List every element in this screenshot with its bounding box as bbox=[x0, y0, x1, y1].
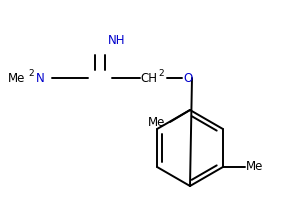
Text: CH: CH bbox=[140, 71, 157, 84]
Text: 2: 2 bbox=[28, 69, 34, 78]
Text: Me: Me bbox=[246, 161, 263, 173]
Text: O: O bbox=[183, 71, 192, 84]
Text: Me: Me bbox=[148, 116, 165, 129]
Text: N: N bbox=[36, 71, 45, 84]
Text: NH: NH bbox=[108, 33, 125, 46]
Text: Me: Me bbox=[8, 71, 25, 84]
Text: 2: 2 bbox=[158, 69, 164, 78]
